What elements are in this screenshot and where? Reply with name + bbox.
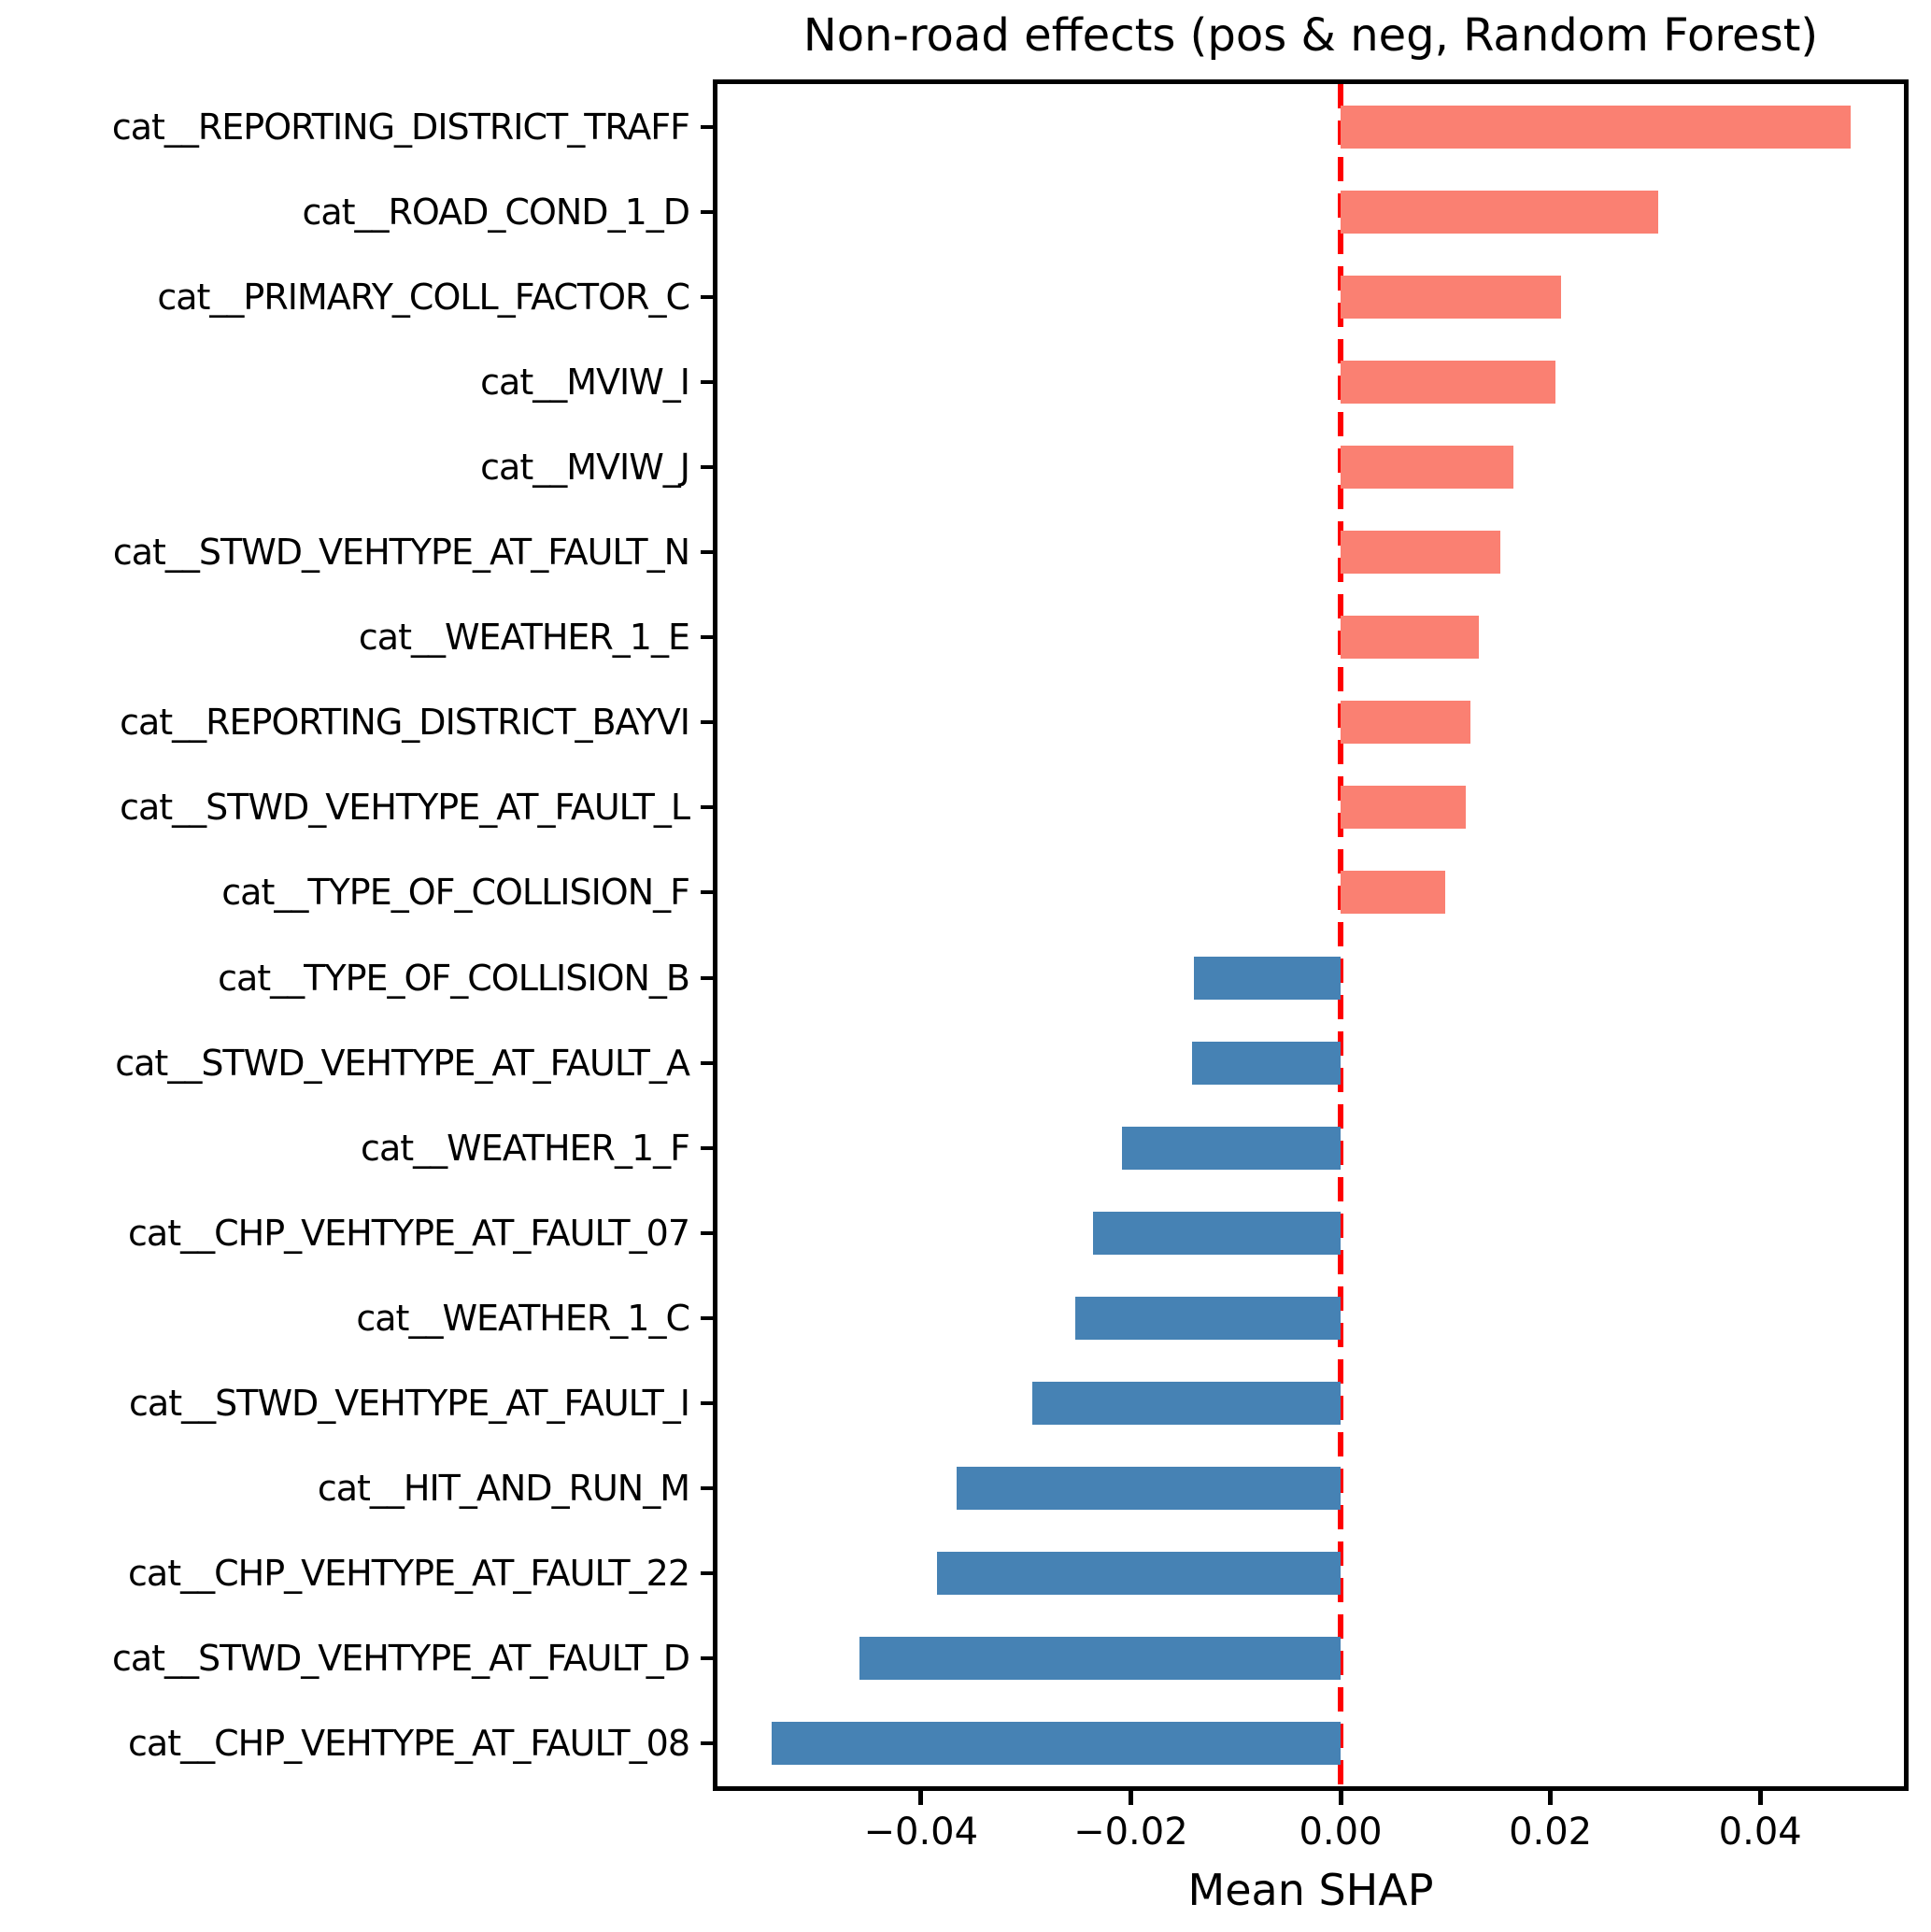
y-tick-mark — [701, 1230, 717, 1235]
x-tick-mark — [1338, 1786, 1343, 1805]
bar-cat__ROAD_COND_1_D — [1341, 190, 1659, 234]
x-tick-label: −0.04 — [863, 1811, 979, 1854]
y-tick-label: cat__TYPE_OF_COLLISION_F — [221, 872, 690, 914]
y-tick-mark — [701, 635, 717, 640]
x-tick-mark — [1757, 1786, 1763, 1805]
bar-cat__STWD_VEHTYPE_AT_FAULT_A — [1191, 1041, 1342, 1085]
bar-cat__STWD_VEHTYPE_AT_FAULT_L — [1341, 786, 1466, 830]
x-axis-label: Mean SHAP — [1187, 1865, 1434, 1915]
y-tick-mark — [701, 209, 717, 214]
y-tick-label: cat__MVIW_J — [480, 446, 690, 488]
bar-cat__STWD_VEHTYPE_AT_FAULT_D — [859, 1637, 1341, 1681]
y-tick-label: cat__WEATHER_1_E — [358, 617, 690, 659]
y-tick-label: cat__STWD_VEHTYPE_AT_FAULT_D — [111, 1638, 690, 1680]
y-tick-mark — [701, 1571, 717, 1576]
bar-cat__STWD_VEHTYPE_AT_FAULT_I — [1031, 1382, 1341, 1425]
y-tick-label: cat__ROAD_COND_1_D — [302, 191, 690, 233]
bar-cat__TYPE_OF_COLLISION_F — [1341, 871, 1446, 915]
y-tick-mark — [701, 294, 717, 299]
x-tick-label: 0.02 — [1509, 1811, 1593, 1854]
bar-cat__WEATHER_1_F — [1122, 1126, 1341, 1170]
y-tick-mark — [701, 1656, 717, 1661]
bar-cat__PRIMARY_COLL_FACTOR_C — [1341, 275, 1561, 319]
plot-area — [713, 79, 1909, 1791]
y-tick-label: cat__CHP_VEHTYPE_AT_FAULT_07 — [128, 1212, 690, 1254]
y-tick-mark — [701, 379, 717, 384]
y-tick-label: cat__MVIW_I — [480, 361, 690, 403]
y-tick-mark — [701, 720, 717, 725]
x-tick-mark — [1548, 1786, 1554, 1805]
y-tick-mark — [701, 550, 717, 554]
y-tick-label: cat__HIT_AND_RUN_M — [317, 1468, 690, 1510]
y-tick-label: cat__CHP_VEHTYPE_AT_FAULT_22 — [128, 1553, 690, 1595]
bar-cat__TYPE_OF_COLLISION_B — [1193, 956, 1341, 1000]
y-tick-mark — [701, 464, 717, 469]
bar-cat__MVIW_I — [1341, 360, 1556, 404]
y-tick-mark — [701, 1486, 717, 1491]
x-tick-label: 0.00 — [1299, 1811, 1383, 1854]
chart-title: Non-road effects (pos & neg, Random Fore… — [802, 9, 1819, 62]
y-tick-label: cat__WEATHER_1_F — [361, 1127, 690, 1169]
bar-cat__MVIW_J — [1341, 445, 1514, 489]
bar-cat__WEATHER_1_C — [1074, 1296, 1341, 1340]
y-tick-label: cat__TYPE_OF_COLLISION_B — [218, 957, 690, 999]
y-tick-label: cat__PRIMARY_COLL_FACTOR_C — [157, 276, 690, 318]
y-tick-mark — [701, 1060, 717, 1065]
bar-cat__REPORTING_DISTRICT_BAYVI — [1341, 701, 1471, 745]
y-tick-mark — [701, 1315, 717, 1320]
bar-cat__CHP_VEHTYPE_AT_FAULT_08 — [772, 1722, 1341, 1766]
y-tick-mark — [701, 1741, 717, 1746]
x-tick-mark — [1128, 1786, 1133, 1805]
bar-cat__WEATHER_1_E — [1341, 616, 1480, 660]
x-tick-mark — [918, 1786, 924, 1805]
y-tick-mark — [701, 975, 717, 980]
bar-cat__REPORTING_DISTRICT_TRAFF — [1341, 105, 1851, 149]
bar-cat__CHP_VEHTYPE_AT_FAULT_07 — [1093, 1211, 1341, 1255]
y-tick-label: cat__STWD_VEHTYPE_AT_FAULT_I — [129, 1383, 690, 1424]
y-tick-label: cat__STWD_VEHTYPE_AT_FAULT_L — [120, 787, 690, 829]
y-tick-label: cat__WEATHER_1_C — [356, 1297, 690, 1339]
y-tick-label: cat__STWD_VEHTYPE_AT_FAULT_A — [115, 1042, 690, 1084]
y-tick-mark — [701, 890, 717, 895]
y-tick-label: cat__CHP_VEHTYPE_AT_FAULT_08 — [128, 1723, 690, 1765]
y-tick-mark — [701, 1145, 717, 1150]
bar-cat__STWD_VEHTYPE_AT_FAULT_N — [1341, 531, 1500, 575]
y-tick-label: cat__REPORTING_DISTRICT_TRAFF — [111, 106, 690, 148]
bar-cat__CHP_VEHTYPE_AT_FAULT_22 — [936, 1552, 1341, 1596]
x-tick-label: −0.02 — [1073, 1811, 1188, 1854]
y-tick-mark — [701, 124, 717, 129]
y-tick-label: cat__REPORTING_DISTRICT_BAYVI — [120, 702, 690, 744]
y-tick-mark — [701, 1401, 717, 1405]
x-tick-label: 0.04 — [1718, 1811, 1802, 1854]
zero-line — [1338, 84, 1343, 1786]
y-tick-mark — [701, 805, 717, 810]
y-tick-label: cat__STWD_VEHTYPE_AT_FAULT_N — [112, 532, 690, 573]
bar-cat__HIT_AND_RUN_M — [957, 1467, 1341, 1511]
